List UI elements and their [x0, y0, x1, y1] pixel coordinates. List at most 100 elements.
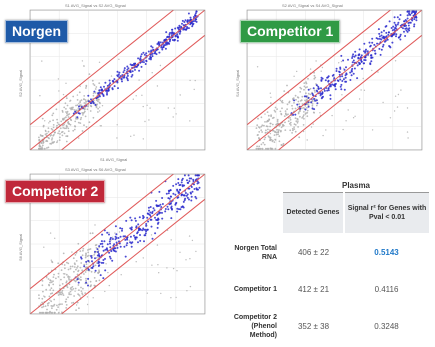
plot-border — [246, 9, 423, 151]
data-point — [164, 44, 167, 46]
data-point — [279, 110, 282, 113]
data-point — [195, 18, 198, 21]
data-point — [299, 86, 302, 89]
data-point — [121, 229, 123, 232]
data-point — [284, 129, 287, 131]
data-point — [56, 118, 58, 121]
data-point — [193, 88, 195, 91]
data-point — [299, 109, 301, 112]
data-point — [65, 125, 68, 128]
data-point — [124, 235, 126, 238]
data-point — [59, 291, 62, 294]
data-point — [53, 131, 56, 134]
data-point — [151, 52, 154, 55]
data-point — [49, 310, 51, 313]
data-point — [92, 297, 94, 299]
data-point — [52, 283, 55, 286]
data-point — [184, 197, 187, 200]
data-point — [370, 56, 373, 59]
data-point — [356, 64, 359, 67]
data-point — [396, 23, 399, 26]
data-point — [269, 92, 271, 94]
data-point — [69, 123, 72, 126]
data-point — [115, 237, 118, 239]
data-point — [265, 131, 267, 134]
data-point — [172, 184, 175, 187]
data-point — [292, 113, 295, 116]
badge-competitor-2: Competitor 2 — [5, 180, 106, 203]
data-point — [384, 25, 387, 28]
data-point — [138, 216, 141, 219]
data-point — [81, 254, 84, 257]
data-point — [291, 104, 293, 107]
row-label: Competitor 1 — [233, 286, 277, 293]
data-point — [195, 20, 198, 23]
data-point — [85, 260, 88, 263]
data-point — [98, 245, 101, 248]
data-point — [177, 191, 180, 194]
data-point — [333, 77, 336, 80]
data-point — [301, 107, 303, 109]
data-point — [72, 129, 75, 132]
data-point — [98, 279, 101, 282]
data-point — [123, 67, 126, 70]
data-point — [123, 75, 126, 78]
data-point — [192, 16, 195, 18]
data-point — [188, 198, 190, 201]
data-point — [111, 238, 114, 240]
data-point — [83, 263, 86, 266]
data-point — [93, 277, 96, 279]
data-point — [44, 120, 46, 122]
data-point — [70, 119, 73, 122]
data-point — [352, 53, 355, 56]
data-point — [81, 292, 83, 295]
data-point — [345, 73, 348, 76]
data-point — [138, 69, 141, 72]
data-point — [47, 130, 50, 133]
data-point — [96, 248, 99, 251]
data-point — [142, 257, 144, 259]
data-point — [284, 110, 287, 112]
data-point — [156, 226, 159, 229]
data-point — [271, 123, 274, 126]
data-point — [42, 290, 44, 293]
data-point — [320, 79, 323, 82]
data-point — [286, 103, 289, 106]
data-point — [293, 128, 296, 130]
data-point — [360, 60, 363, 63]
data-point — [130, 226, 133, 229]
data-point — [103, 85, 105, 88]
plot-border — [29, 9, 206, 151]
data-point — [165, 31, 168, 34]
data-point — [69, 100, 71, 102]
data-point — [41, 117, 44, 120]
data-point — [334, 85, 337, 88]
data-point — [189, 120, 191, 122]
data-point — [179, 183, 182, 186]
data-point — [83, 65, 85, 67]
data-point — [95, 264, 97, 267]
data-point — [153, 209, 156, 212]
data-point — [149, 107, 151, 109]
data-point — [378, 47, 381, 50]
data-point — [94, 257, 96, 260]
data-point — [339, 67, 342, 70]
data-point — [186, 179, 188, 182]
data-point — [160, 206, 163, 208]
data-point — [109, 246, 112, 249]
data-point — [177, 196, 180, 199]
data-point — [144, 63, 147, 65]
data-point — [314, 91, 316, 93]
data-point — [51, 138, 53, 141]
data-point — [160, 292, 162, 295]
data-point — [300, 87, 303, 90]
data-point — [393, 21, 396, 24]
data-point — [40, 141, 43, 144]
data-point — [114, 247, 117, 250]
data-point — [71, 286, 74, 288]
data-point — [276, 108, 278, 110]
data-point — [45, 311, 48, 314]
data-point — [379, 53, 382, 56]
data-point — [50, 259, 52, 261]
data-point — [168, 203, 171, 206]
